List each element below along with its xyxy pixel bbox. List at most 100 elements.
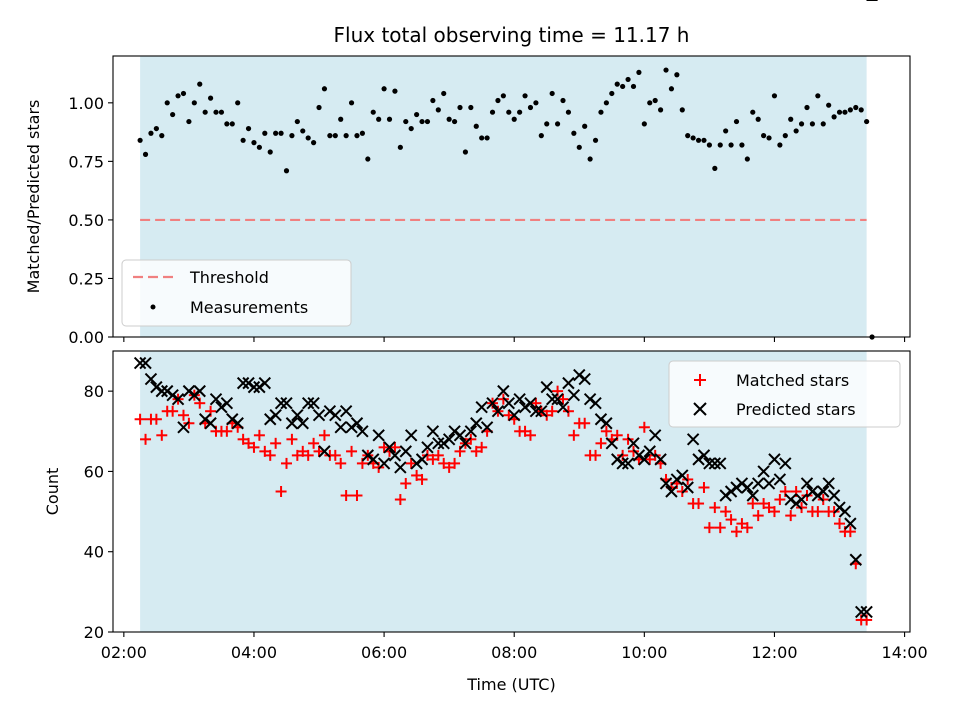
predicted-star-point-52: [415, 453, 429, 466]
matched-star-point-26: [275, 486, 287, 497]
measurement-point-95: [652, 97, 658, 104]
measurement-point-50: [408, 125, 414, 132]
measurement-point-63: [479, 135, 485, 141]
matched-star-point-93: [638, 421, 650, 433]
x-tick-label-2: 06:00: [361, 643, 407, 662]
matched-star-point-82: [579, 417, 591, 429]
predicted-star-point-117: [768, 453, 781, 466]
predicted-star-point-8: [177, 421, 190, 434]
bottom-legend-box: [668, 360, 901, 428]
predicted-star-point-95: [648, 429, 662, 442]
measurement-point-19: [240, 137, 246, 143]
bottom-y-ticks: 20 40 60 80: [84, 382, 113, 642]
measurement-point-47: [392, 88, 398, 94]
measurement-point-17: [229, 121, 235, 127]
measurement-point-51: [414, 111, 420, 118]
matched-star-point-52: [416, 473, 428, 485]
predicted-star-point-37: [334, 421, 347, 434]
matched-star-point-6: [167, 405, 179, 417]
top-y-axis-label: Matched/Predicted stars: [24, 100, 43, 294]
measurement-point-31: [305, 135, 311, 141]
measurement-point-24: [267, 149, 273, 155]
legend-matched-swatch: [694, 374, 706, 386]
predicted-star-point-112: [741, 481, 754, 494]
measurement-point-107: [717, 142, 723, 148]
measurement-point-41: [359, 130, 366, 136]
measurement-point-74: [538, 133, 544, 139]
predicted-star-point-43: [367, 453, 380, 466]
measurement-point-12: [202, 109, 208, 115]
predicted-star-point-38: [339, 405, 353, 418]
measurement-point-45: [381, 86, 387, 92]
predicted-star-point-25: [269, 409, 282, 422]
predicted-star-point-84: [589, 396, 602, 410]
measurement-point-10: [191, 100, 197, 106]
measurement-point-84: [592, 137, 599, 143]
matched-star-point-118: [774, 494, 786, 506]
measurement-point-16: [224, 121, 230, 127]
measurement-point-72: [527, 104, 534, 111]
measurement-point-104: [701, 137, 707, 143]
predicted-star-point-29: [291, 409, 304, 422]
measurement-point-82: [582, 123, 588, 129]
bottom-y-tick-label-3: 80: [84, 382, 104, 401]
measurement-point-93: [641, 121, 647, 127]
predicted-star-point-28: [285, 417, 299, 430]
measurement-point-60: [462, 149, 469, 155]
measurement-point-120: [788, 116, 794, 122]
predicted-star-point-61: [464, 425, 478, 438]
measurement-point-69: [511, 116, 517, 122]
measurement-point-4: [159, 133, 165, 139]
measurement-point-90: [625, 76, 631, 83]
predicted-star-point-31: [301, 396, 315, 410]
measurement-point-110: [733, 118, 740, 125]
legend-predicted-label: Predicted stars: [736, 400, 856, 419]
matched-star-point-32: [308, 437, 320, 449]
predicted-star-point-98: [665, 485, 678, 498]
predicted-star-point-49: [399, 445, 412, 458]
measurement-point-35: [327, 133, 333, 139]
matched-star-point-109: [725, 514, 737, 526]
bottom-axes-frame: [112, 350, 911, 633]
matched-star-point-49: [400, 477, 412, 489]
bottom-legend: Matched stars Predicted stars: [668, 360, 901, 428]
predicted-star-point-60: [459, 437, 472, 450]
predicted-star-point-78: [556, 400, 570, 414]
x-axis-label: Time (UTC): [466, 675, 555, 694]
measurement-point-97: [663, 67, 669, 73]
predicted-star-point-134: [860, 605, 873, 619]
measurement-point-1: [142, 151, 149, 157]
measurement-point-26: [278, 130, 284, 136]
matched-star-point-63: [476, 441, 488, 453]
measurement-point-81: [576, 144, 582, 150]
measurement-point-88: [614, 81, 620, 87]
measurement-point-11: [197, 81, 203, 87]
predicted-star-point-66: [491, 405, 505, 418]
measurement-point-18: [235, 100, 241, 106]
measurement-point-59: [457, 104, 463, 111]
matched-star-point-31: [302, 449, 314, 461]
measurement-point-40: [354, 133, 360, 139]
measurement-point-8: [180, 90, 187, 97]
matched-star-point-125: [812, 506, 824, 518]
measurement-point-57: [446, 116, 452, 122]
measurement-point-100: [679, 107, 685, 113]
top-y-tick-label-2: 0.50: [68, 211, 104, 230]
measurement-point-58: [451, 118, 458, 125]
predicted-star-point-106: [708, 457, 722, 470]
predicted-star-point-67: [497, 384, 510, 398]
measurement-point-13: [207, 95, 214, 101]
bottom-y-axis-label: Count: [43, 468, 62, 516]
measurement-point-53: [424, 118, 431, 125]
measurement-points: [137, 67, 875, 340]
measurement-point-20: [245, 125, 252, 132]
matched-star-point-50: [405, 457, 417, 469]
measurement-point-2: [148, 130, 154, 136]
measurement-point-101: [685, 133, 691, 139]
top-y-ticks: 0.00 0.25 0.50 0.75 1.00: [68, 94, 113, 347]
predicted-star-point-113: [746, 489, 759, 502]
matched-star-point-4: [156, 429, 168, 441]
predicted-star-point-30: [296, 417, 309, 430]
legend-matched-label: Matched stars: [736, 371, 849, 390]
